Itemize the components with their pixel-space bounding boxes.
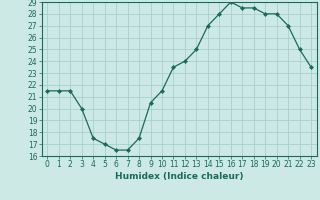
X-axis label: Humidex (Indice chaleur): Humidex (Indice chaleur) — [115, 172, 244, 181]
